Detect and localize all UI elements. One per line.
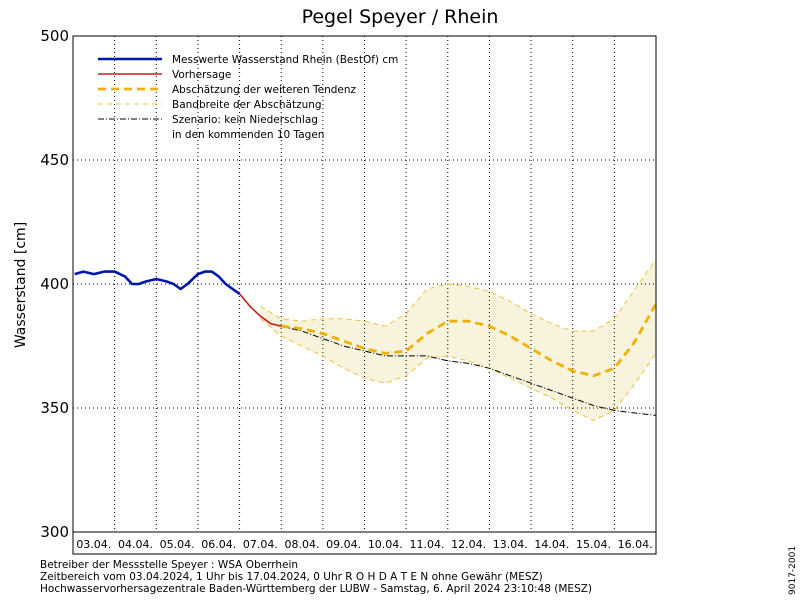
- x-tick-label: 03.04.: [76, 538, 111, 551]
- x-tick-label: 07.04.: [243, 538, 278, 551]
- y-tick-label: 350: [40, 399, 69, 417]
- x-tick-label: 05.04.: [160, 538, 195, 551]
- series-trend-line: [281, 303, 658, 378]
- legend-label: Vorhersage: [172, 69, 231, 81]
- x-tick-label: 16.04.: [618, 538, 653, 551]
- y-tick-label: 400: [40, 275, 69, 293]
- x-tick-label: 09.04.: [326, 538, 361, 551]
- series-band-upper-line: [260, 258, 657, 332]
- series-measured-line: [74, 270, 241, 295]
- x-axis: 03.04. 04.04. 05.04. 06.04. 07.04. 08.04. 09.0…: [76, 538, 652, 551]
- x-tick-label: 10.04.: [368, 538, 403, 551]
- footer-time-range: Zeitbereich vom 03.04.2024, 1 Uhr bis 17…: [40, 571, 543, 583]
- x-tick-label: 08.04.: [285, 538, 320, 551]
- x-tick-label: 13.04.: [493, 538, 528, 551]
- legend-label: in den kommenden 10 Tagen: [172, 129, 324, 141]
- footer-source: Hochwasservorhersagezentrale Baden-Württ…: [40, 583, 592, 595]
- y-tick-label: 450: [40, 151, 69, 169]
- chart-title: Pegel Speyer / Rhein: [302, 6, 499, 28]
- y-axis-label: Wasserstand [cm]: [13, 222, 29, 348]
- legend-label: Szenario: kein Niederschlag: [172, 114, 318, 126]
- grid: [73, 36, 656, 532]
- legend: Messwerte Wasserstand Rhein (BestOf) cm V…: [98, 54, 398, 141]
- series-forecast-line: [238, 293, 282, 327]
- legend-label: Bandbreite der Abschätzung: [172, 99, 322, 111]
- y-tick-label: 500: [40, 27, 69, 45]
- legend-label: Abschätzung der weiteren Tendenz: [172, 84, 357, 96]
- legend-label: Messwerte Wasserstand Rhein (BestOf) cm: [172, 54, 398, 66]
- series-group: [74, 258, 658, 421]
- y-tick-label: 300: [40, 523, 69, 541]
- x-tick-label: 04.04.: [118, 538, 153, 551]
- footer-operator: Betreiber der Messstelle Speyer : WSA Ob…: [40, 559, 298, 571]
- band-fill: [260, 259, 656, 421]
- x-tick-label: 11.04.: [409, 538, 444, 551]
- series-no-rain-line: [281, 325, 657, 416]
- x-tick-label: 14.04.: [534, 538, 569, 551]
- x-tick-label: 15.04.: [576, 538, 611, 551]
- x-tick-label: 06.04.: [201, 538, 236, 551]
- x-tick-label: 12.04.: [451, 538, 486, 551]
- y-axis: 300 350 400 450 500: [40, 27, 69, 541]
- band-area: [260, 259, 656, 421]
- date-axis-frame: [72, 531, 657, 555]
- side-code: 9017-2001: [788, 546, 798, 595]
